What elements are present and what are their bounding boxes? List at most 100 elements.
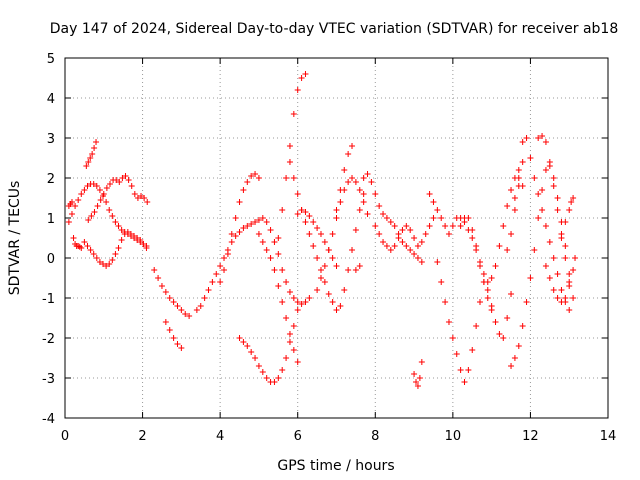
data-point [294,191,301,197]
data-point [221,255,228,261]
data-point [178,345,185,351]
data-point [550,175,557,181]
data-point [484,287,491,293]
data-point [473,323,480,329]
data-point [166,295,173,301]
data-point [283,175,290,181]
data-point [290,175,297,181]
data-point [131,233,138,239]
x-tick-label: 6 [294,429,302,444]
data-point [321,279,328,285]
data-point [100,191,107,197]
data-point [383,243,390,249]
series-prn-w [508,163,573,369]
data-point [356,187,363,193]
data-point [387,219,394,225]
data-point [566,207,573,213]
data-point [298,75,305,81]
data-point [252,219,259,225]
grid [65,58,608,418]
data-point [511,207,518,213]
y-tick-label: -1 [42,292,55,307]
data-point [275,283,282,289]
data-point [337,303,344,309]
x-tick-label: 8 [371,429,379,444]
data-point [376,203,383,209]
data-point [535,191,542,197]
data-point [477,263,484,269]
data-point [496,331,503,337]
data-point [360,199,367,205]
data-point [294,299,301,305]
data-point [488,275,495,281]
data-point [259,239,266,245]
data-point [414,243,421,249]
data-point [325,291,332,297]
data-point [279,367,286,373]
data-point [170,299,177,305]
data-point [523,299,530,305]
data-point [352,227,359,233]
data-point [197,303,204,309]
data-point [387,247,394,253]
data-point [134,195,141,201]
data-point [515,175,522,181]
data-point [103,263,110,269]
data-point [228,231,235,237]
data-point [531,175,538,181]
data-point [566,307,573,313]
data-point [411,235,418,241]
data-point [519,139,526,145]
data-point [337,199,344,205]
data-point [508,187,515,193]
data-point [542,223,549,229]
data-point [151,267,158,273]
data-point [492,263,499,269]
series-prn-p [333,143,356,213]
data-point [480,271,487,277]
data-point [75,197,82,203]
data-point [70,235,77,241]
series-prn-d [83,139,100,169]
data-point [283,279,290,285]
data-point [186,313,193,319]
data-point [93,183,100,189]
chart-title: Day 147 of 2024, Sidereal Day-to-day VTE… [50,21,619,37]
data-point [372,191,379,197]
x-tick-label: 14 [600,429,617,444]
data-point [508,291,515,297]
data-point [403,243,410,249]
data-point [294,307,301,313]
data-point [554,207,561,213]
data-point [83,163,90,169]
data-point [72,203,79,209]
plot-frame [64,57,609,419]
data-point [484,295,491,301]
data-point [155,275,162,281]
data-point [302,219,309,225]
data-point [213,271,220,277]
data-point [232,215,239,221]
data-point [106,181,113,187]
data-point [128,183,135,189]
data-point [290,323,297,329]
data-point [554,295,561,301]
data-point [267,227,274,233]
series-prn-i [217,171,262,285]
data-point [345,267,352,273]
data-point [100,261,107,267]
data-point [570,295,577,301]
data-point [511,195,518,201]
data-point [290,111,297,117]
x-axis-label: GPS time / hours [277,458,394,474]
data-point [418,259,425,265]
data-point [286,143,293,149]
data-point [205,287,212,293]
data-point [112,219,119,225]
data-point [411,371,418,377]
data-point [364,171,371,177]
data-point [236,199,243,205]
data-point [140,241,147,247]
data-point [566,271,573,277]
